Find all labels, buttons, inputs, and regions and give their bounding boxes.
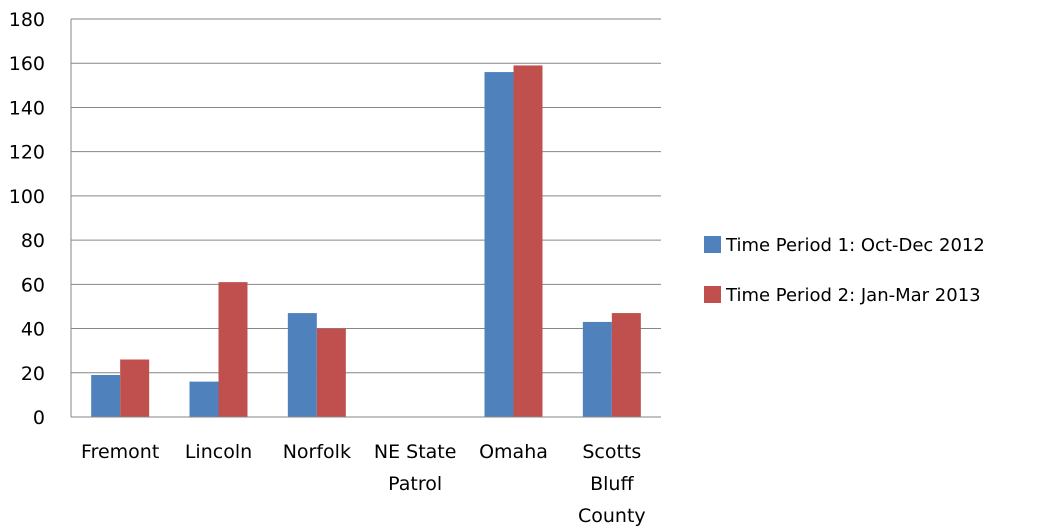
x-tick-label: County xyxy=(578,505,646,527)
bar-1-3 xyxy=(287,313,317,417)
legend-label: Time Period 2: Jan-Mar 2013 xyxy=(725,285,981,306)
y-tick-label: 60 xyxy=(21,274,45,296)
y-tick-label: 0 xyxy=(33,407,45,429)
x-tick-label: Fremont xyxy=(81,441,159,463)
x-tick-label: NE State xyxy=(374,441,457,463)
y-tick-label: 160 xyxy=(9,53,45,75)
y-tick-label: 20 xyxy=(21,363,45,385)
y-tick-label: 100 xyxy=(9,186,45,208)
bar-2-5 xyxy=(513,65,543,417)
bar-2-2 xyxy=(218,282,248,417)
bar-1-6 xyxy=(582,321,612,417)
y-tick-label: 80 xyxy=(21,230,45,252)
x-tick-labels: Fremont Lincoln Norfolk NE State Patrol Omaha… xyxy=(81,441,646,527)
y-tick-label: 120 xyxy=(9,142,45,164)
legend: Time Period 1: Oct-Dec 2012 Time Period 2… xyxy=(704,235,985,306)
bars xyxy=(91,65,641,418)
x-tick-label: Norfolk xyxy=(283,441,351,463)
bar-1-1 xyxy=(91,374,121,417)
legend-label: Time Period 1: Oct-Dec 2012 xyxy=(725,235,985,256)
x-tick-label: Bluff xyxy=(590,473,634,495)
bar-2-3 xyxy=(316,328,346,417)
bar-1-5 xyxy=(484,72,514,418)
gridlines xyxy=(71,18,661,374)
x-tick-label: Omaha xyxy=(479,441,548,463)
x-tick-label: Scotts xyxy=(582,441,641,463)
x-tick-label: Patrol xyxy=(388,473,442,495)
bar-2-6 xyxy=(611,313,641,417)
x-tick-label: Lincoln xyxy=(185,441,252,463)
y-tick-label: 180 xyxy=(9,9,45,31)
axes xyxy=(70,19,661,418)
legend-swatch xyxy=(704,236,721,253)
y-tick-label: 140 xyxy=(9,97,45,119)
y-tick-labels: 0 20 40 60 80 100 120 140 160 180 xyxy=(9,9,45,429)
bar-2-1 xyxy=(120,359,150,417)
y-tick-label: 40 xyxy=(21,319,45,341)
legend-swatch xyxy=(704,286,721,303)
bar-1-2 xyxy=(189,381,219,417)
